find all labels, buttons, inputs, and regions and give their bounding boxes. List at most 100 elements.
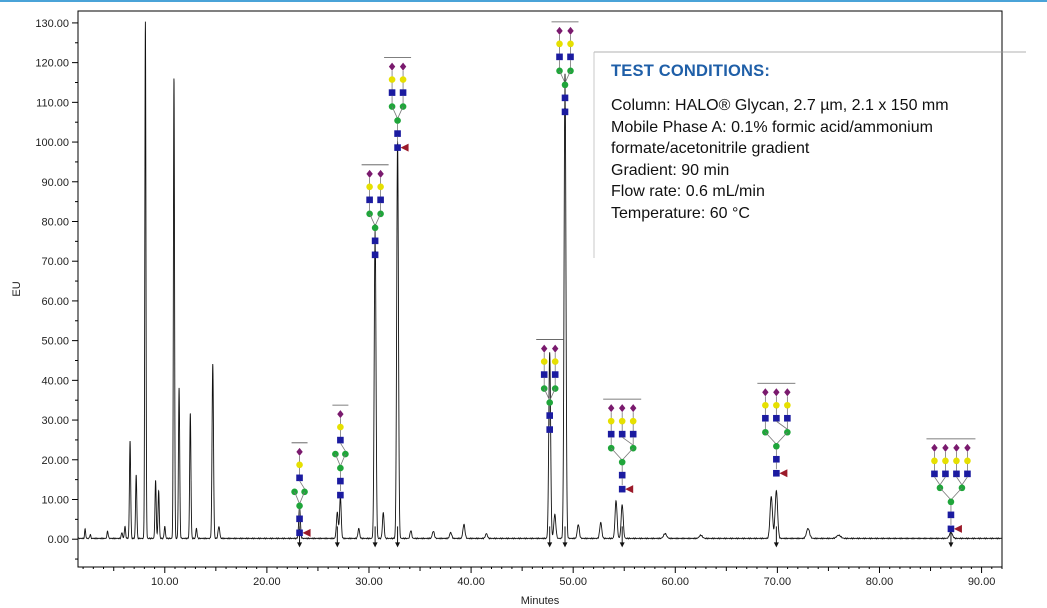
y-tick-label: 60.00 [41, 296, 69, 308]
glycan-bond [621, 447, 634, 461]
glcnac-square [371, 251, 379, 259]
glcnac-square [773, 469, 780, 477]
glcnac-square [337, 491, 344, 499]
x-tick-label: 90.00 [968, 576, 996, 588]
mannose-circle [556, 67, 563, 75]
glcnac-square [399, 89, 407, 96]
mannose-circle [371, 224, 379, 232]
glcnac-square [296, 529, 303, 537]
x-tick-label: 10.00 [151, 576, 179, 588]
glycan-bond [776, 431, 788, 445]
y-tick-label: 90.00 [41, 177, 69, 189]
glcnac-square [629, 430, 637, 438]
peak-marker-arrowhead [562, 542, 568, 548]
sialic-acid-diamond [942, 443, 949, 452]
test-condition-key: Gradient: [611, 161, 677, 179]
test-condition-row: Temperature: 60 °C [611, 203, 1041, 225]
sialic-acid-diamond [964, 443, 971, 452]
glcnac-square [773, 414, 780, 422]
test-condition-value: 90 min [676, 161, 730, 179]
x-tick-label: 60.00 [662, 576, 690, 588]
galactose-circle [629, 417, 637, 425]
mannose-circle [296, 502, 303, 510]
y-tick-label: 50.00 [41, 336, 69, 348]
peak-marker-arrowhead [948, 542, 954, 548]
y-tick-label: 30.00 [41, 415, 69, 427]
sialic-acid-diamond [551, 344, 559, 353]
fucose-triangle [779, 469, 788, 478]
glycan-bond [934, 476, 941, 486]
glcnac-square [366, 196, 373, 204]
glycan-bond [299, 491, 305, 504]
plot-frame [77, 10, 1003, 568]
test-condition-value: 0.6 mL/min [681, 183, 765, 201]
glycan-structures [291, 21, 976, 537]
galactose-circle [964, 457, 971, 465]
y-tick-label: 10.00 [41, 494, 69, 506]
galactose-circle [337, 423, 344, 431]
x-tick-label: 20.00 [253, 576, 281, 588]
mannose-circle [947, 498, 955, 506]
y-tick-label: 110.00 [36, 97, 69, 109]
peak-marker-arrowhead [773, 542, 779, 548]
test-condition-row: Column: HALO® Glycan, 2.7 µm, 2.1 x 150 … [611, 95, 1041, 117]
x-tick-label: 80.00 [866, 576, 894, 588]
test-conditions-title: TEST CONDITIONS: [611, 62, 771, 80]
fucose-triangle [400, 143, 409, 152]
glcnac-square [618, 430, 626, 438]
sialic-acid-diamond [953, 443, 960, 452]
mannose-circle [546, 399, 553, 406]
chromatogram-trace [77, 21, 1003, 540]
glycan-bond [369, 213, 376, 226]
peak-marker-arrowhead [395, 542, 401, 548]
glcnac-square [546, 426, 553, 433]
glcnac-square [931, 470, 938, 478]
sialic-acid-diamond [567, 26, 574, 35]
glcnac-square [953, 470, 960, 478]
y-tick-label: 130.00 [35, 18, 69, 30]
y-tick-label: 20.00 [41, 455, 69, 467]
header-rule [0, 0, 1047, 2]
glycan-bond [543, 388, 551, 401]
glycan-structure [384, 57, 412, 152]
sialic-acid-diamond [931, 443, 938, 452]
glycan-bond [765, 431, 777, 445]
glycan-bond [610, 447, 623, 461]
sialic-acid-diamond [366, 169, 373, 178]
galactose-circle [399, 76, 407, 83]
glycan-bond [939, 476, 946, 486]
glycan-bond [374, 213, 381, 226]
sialic-acid-diamond [388, 62, 396, 71]
sialic-acid-diamond [556, 26, 563, 35]
galactose-circle [540, 358, 548, 365]
test-condition-row: Gradient: 90 min [611, 160, 1041, 182]
y-tick-label: 80.00 [41, 216, 69, 228]
glcnac-square [551, 371, 559, 378]
test-condition-key: Column: [611, 97, 671, 114]
test-condition-row: formate/acetonitrile gradient [611, 138, 1041, 160]
axes-group: 0.00 10.00 20.00 30.00 40.00 50.00 60.00 70.00 8… [35, 10, 1026, 588]
galactose-circle [296, 461, 303, 469]
test-condition-row: Flow rate: 0.6 mL/min [611, 181, 1041, 203]
glcnac-square [546, 412, 553, 419]
glcnac-square [371, 237, 379, 245]
test-condition-value: formate/acetonitrile gradient [611, 140, 810, 158]
glycan-structure [536, 339, 564, 433]
test-condition-key: Temperature: [611, 204, 706, 222]
glcnac-square [942, 470, 949, 478]
fucose-triangle [953, 524, 962, 533]
sialic-acid-diamond [773, 388, 780, 397]
trace-group [77, 21, 1003, 548]
glycan-bond [621, 436, 634, 446]
x-axis-label: Minutes [521, 595, 560, 607]
glcnac-square [540, 371, 548, 378]
galactose-circle [618, 417, 626, 425]
glycan-structure [291, 442, 311, 537]
fucose-triangle [625, 485, 634, 494]
sialic-acid-diamond [607, 404, 615, 413]
glcnac-square [762, 414, 769, 422]
glycan-bond [294, 491, 300, 504]
glcnac-square [296, 515, 303, 523]
test-condition-value: 0.1% formic acid/ammonium [726, 118, 933, 136]
